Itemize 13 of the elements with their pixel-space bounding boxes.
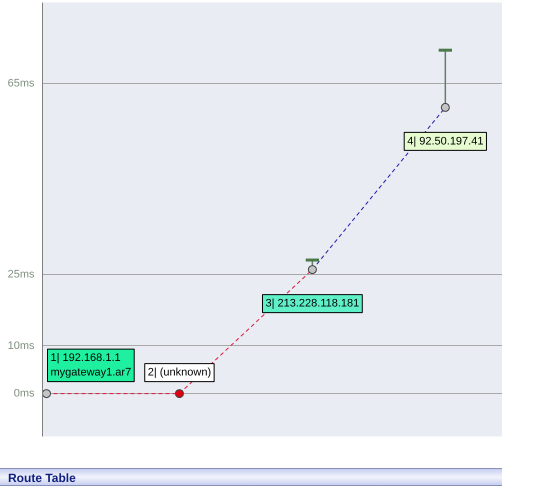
text: Route Table: [8, 470, 76, 487]
point: [440, 102, 450, 112]
y-tick-label: 0ms: [14, 388, 35, 400]
point: [174, 389, 184, 398]
annotation: 2| (unknown): [148, 366, 212, 379]
y-tick-label: 10ms: [8, 340, 35, 352]
annotation: 1| 192.168.1.1 mygateway1.ar7: [50, 352, 132, 379]
point: [42, 389, 51, 398]
annotation: 3| 213.228.118.181: [265, 298, 360, 310]
point: [308, 265, 317, 274]
annotation: 4| 92.50.197.41: [407, 135, 484, 148]
y-tick-label: 65ms: [8, 78, 35, 90]
y-tick-label: 25ms: [8, 268, 35, 280]
